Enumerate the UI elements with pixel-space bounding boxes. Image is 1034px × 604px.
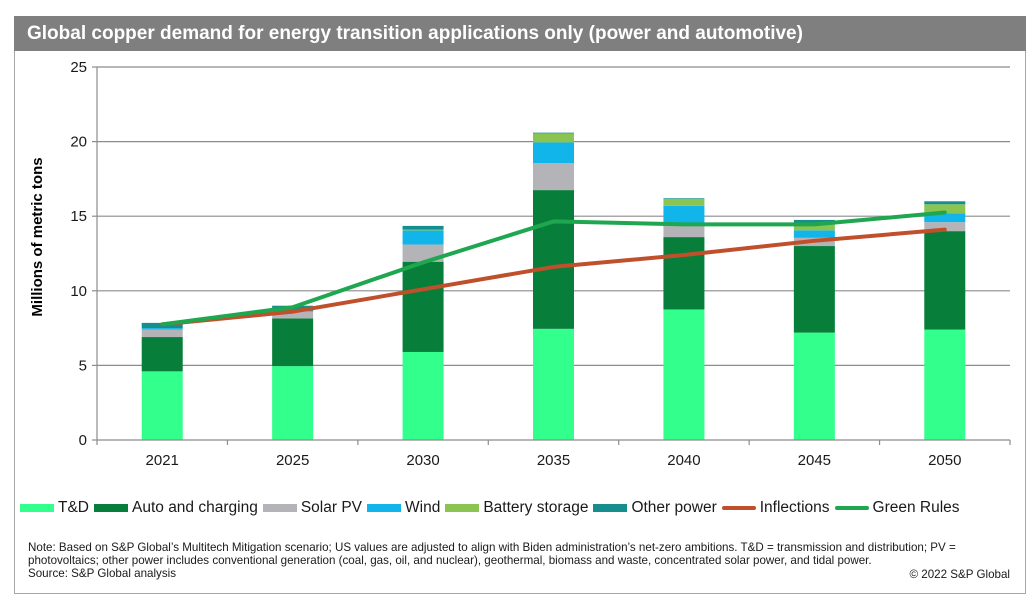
bar-segment-t-d	[402, 351, 444, 440]
legend-label: Inflections	[759, 499, 830, 516]
legend-item-auto-and-charging: Auto and charging	[94, 499, 258, 517]
footnote: Note: Based on S&P Global’s Multitech Mi…	[28, 541, 1008, 580]
y-tick-label: 0	[79, 432, 87, 449]
x-tick-label: 2035	[537, 452, 570, 469]
bar-segment-battery-storage	[793, 223, 835, 231]
bar-segment-other-power	[663, 198, 705, 200]
bar-segment-other-power	[533, 132, 574, 134]
legend-swatch	[834, 506, 869, 510]
legend-swatch	[20, 504, 54, 512]
chart-title: Global copper demand for energy transiti…	[14, 16, 1026, 51]
bar-segment-solar-pv	[663, 225, 705, 238]
note-line-1: Note: Based on S&P Global’s Multitech Mi…	[28, 541, 956, 554]
legend-item-inflections: Inflections	[721, 499, 830, 517]
legend-label: Wind	[405, 499, 441, 516]
bar-segment-other-power	[402, 225, 444, 230]
bar-segment-wind	[533, 142, 574, 164]
legend-label: Solar PV	[300, 499, 362, 516]
copyright: © 2022 S&P Global	[909, 568, 1011, 581]
x-tick-label: 2030	[406, 452, 439, 469]
bar-segment-t-d	[663, 309, 705, 440]
bar-segment-solar-pv	[924, 222, 966, 232]
y-tick-label: 25	[70, 59, 87, 76]
bar-segment-auto-and-charging	[402, 261, 444, 352]
bar-segment-auto-and-charging	[924, 231, 966, 330]
bar-segment-wind	[663, 205, 705, 226]
legend-swatch	[94, 504, 128, 512]
legend-item-solar-pv: Solar PV	[262, 499, 362, 517]
legend-label: T&D	[58, 499, 89, 516]
x-tick-label: 2040	[667, 452, 700, 469]
bar-segment-battery-storage	[663, 199, 705, 206]
legend-item-wind: Wind	[367, 499, 440, 517]
bar-stacks	[141, 132, 966, 440]
x-tick-label: 2021	[146, 452, 179, 469]
legend-item-green-rules: Green Rules	[834, 499, 960, 517]
bar-segment-wind	[141, 328, 183, 330]
legend-label: Battery storage	[483, 499, 589, 516]
x-tick-label: 2050	[928, 452, 961, 469]
note-line-2: photovoltaics; other power includes conv…	[28, 554, 872, 567]
legend-label: Other power	[631, 499, 717, 516]
legend-swatch	[367, 504, 401, 512]
bar-segment-solar-pv	[141, 329, 183, 338]
bar-segment-auto-and-charging	[663, 237, 705, 310]
bar-segment-wind	[402, 230, 444, 245]
line-series	[160, 210, 947, 327]
bar-segment-t-d	[793, 332, 835, 440]
bar-segment-auto-and-charging	[141, 337, 183, 372]
legend-swatch	[721, 506, 756, 510]
legend-item-other-power: Other power	[593, 499, 717, 517]
bar-segment-other-power	[924, 201, 966, 205]
legend-label: Auto and charging	[132, 499, 258, 516]
y-tick-label: 10	[70, 283, 87, 300]
legend-item-t-d: T&D	[20, 499, 89, 517]
legend-swatch	[593, 504, 628, 512]
bar-segment-auto-and-charging	[793, 246, 835, 333]
legend-swatch	[445, 504, 480, 512]
source-line: Source: S&P Global analysis	[28, 567, 177, 580]
x-tick-label: 2025	[276, 452, 309, 469]
bar-segment-t-d	[141, 371, 183, 440]
y-tick-label: 20	[70, 134, 87, 151]
bar-segment-other-power	[793, 219, 835, 224]
bar-segment-battery-storage	[924, 204, 966, 214]
legend: T&D Auto and charging Solar PV Wind Battery …	[20, 497, 965, 519]
bar-segment-wind	[924, 213, 966, 223]
y-tick-label: 5	[79, 357, 87, 374]
legend-swatch	[262, 504, 297, 512]
legend-item-battery-storage: Battery storage	[445, 499, 588, 517]
bar-segment-solar-pv	[272, 311, 314, 319]
bar-segment-battery-storage	[402, 229, 444, 231]
y-tick-label: 15	[70, 208, 87, 225]
bar-segment-battery-storage	[533, 133, 574, 143]
bar-segment-t-d	[272, 366, 314, 440]
bar-segment-wind	[793, 230, 835, 238]
bar-segment-solar-pv	[533, 163, 574, 191]
bar-segment-auto-and-charging	[272, 318, 314, 367]
bar-segment-auto-and-charging	[533, 190, 574, 329]
chart-frame	[14, 16, 1026, 594]
y-axis-label: Millions of metric tons	[29, 157, 46, 316]
bar-segment-t-d	[533, 328, 574, 440]
bar-segment-t-d	[924, 329, 966, 440]
legend-label: Green Rules	[872, 499, 960, 516]
x-tick-label: 2045	[798, 452, 831, 469]
